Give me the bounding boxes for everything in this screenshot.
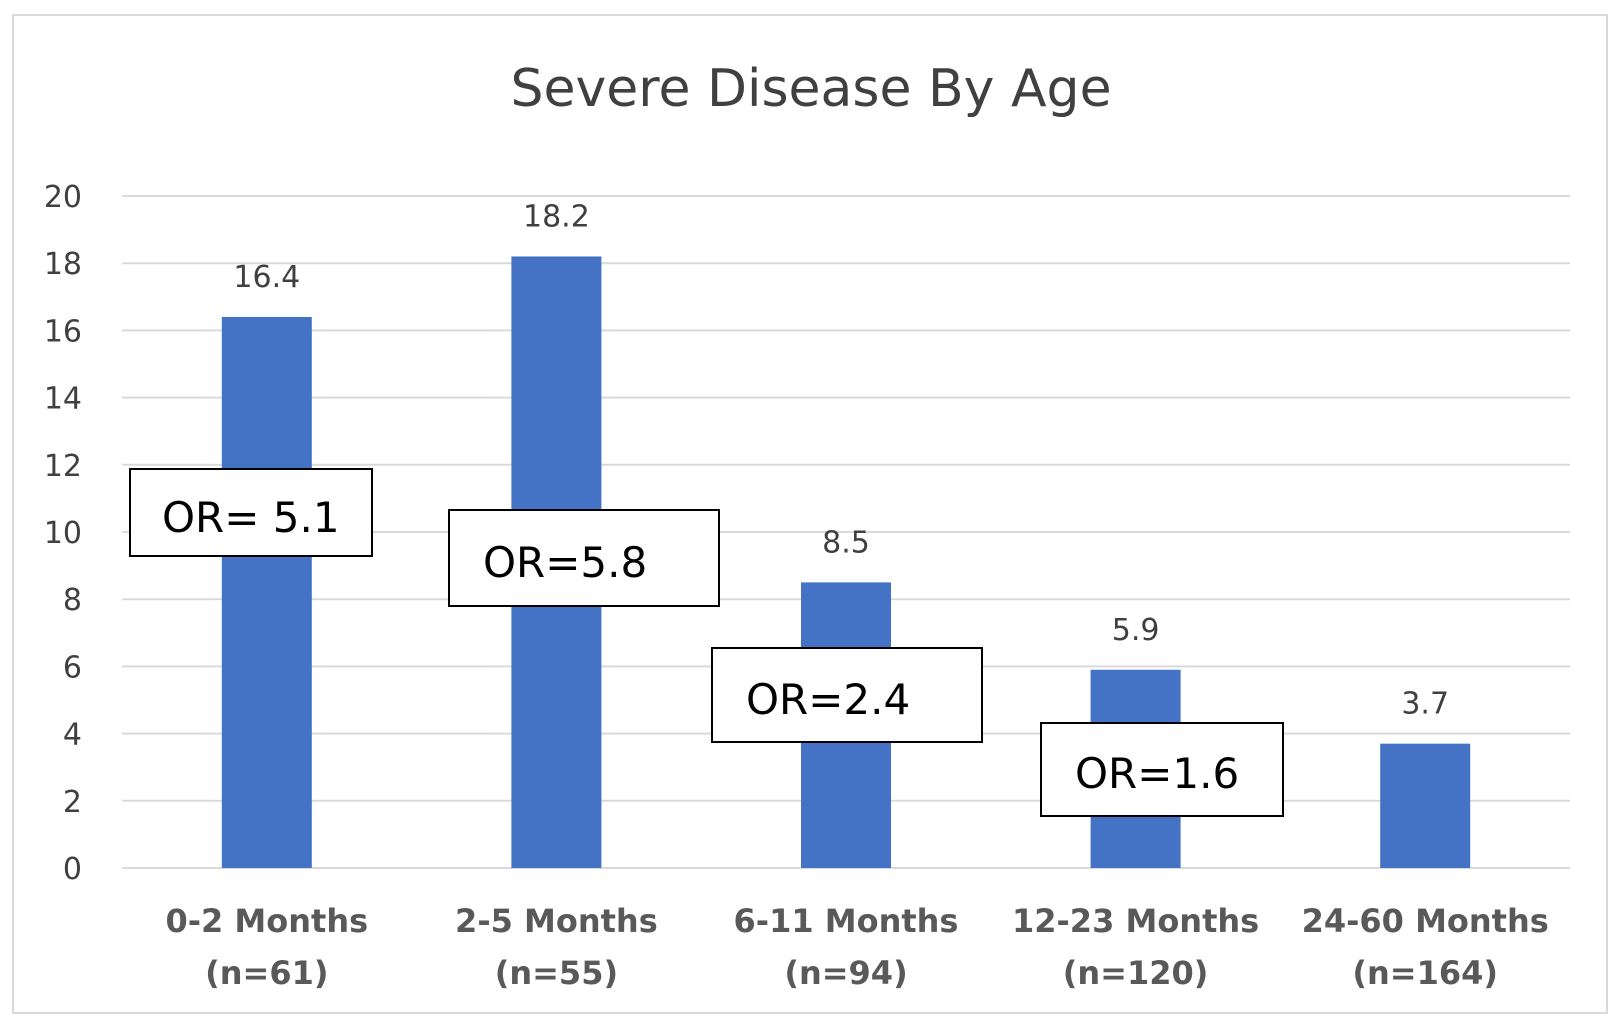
y-tick-label: 16 bbox=[44, 314, 82, 349]
y-axis-ticks: 0 2 4 6 8 10 12 14 16 18 20 bbox=[44, 180, 82, 887]
odds-ratio-label: OR= 5.1 bbox=[162, 493, 340, 542]
category-label: 6-11 Months bbox=[734, 902, 959, 940]
odds-ratio-label: OR=2.4 bbox=[746, 675, 910, 724]
data-label: 3.7 bbox=[1401, 687, 1449, 722]
data-label: 8.5 bbox=[822, 525, 870, 560]
odds-ratio-box: OR=2.4 bbox=[711, 647, 983, 743]
y-tick-label: 0 bbox=[63, 852, 82, 887]
y-tick-label: 8 bbox=[63, 583, 82, 618]
chart-title: Severe Disease By Age bbox=[510, 59, 1111, 119]
odds-ratio-label: OR=5.8 bbox=[483, 538, 647, 587]
bar bbox=[1380, 743, 1471, 868]
category-label: 2-5 Months bbox=[455, 902, 658, 940]
odds-ratio-box-border bbox=[129, 468, 373, 557]
category-count-label: (n=55) bbox=[495, 954, 618, 992]
data-labels: 16.4 18.2 8.5 5.9 3.7 bbox=[233, 199, 1449, 721]
gridlines bbox=[122, 195, 1570, 869]
data-label: 5.9 bbox=[1112, 613, 1160, 648]
category-label: 0-2 Months bbox=[165, 902, 368, 940]
category-label: 12-23 Months bbox=[1012, 902, 1259, 940]
category-count-label: (n=164) bbox=[1352, 954, 1498, 992]
odds-ratio-box-border bbox=[711, 647, 983, 743]
y-tick-label: 10 bbox=[44, 516, 82, 551]
category-count-label: (n=120) bbox=[1063, 954, 1209, 992]
y-tick-label: 20 bbox=[44, 180, 82, 215]
y-tick-label: 12 bbox=[44, 449, 82, 484]
category-count-label: (n=61) bbox=[205, 954, 328, 992]
bar bbox=[221, 316, 312, 869]
odds-ratio-annotations: OR= 5.1 OR=5.8 OR=2.4 OR=1.6 bbox=[129, 468, 1284, 817]
category-label: 24-60 Months bbox=[1302, 902, 1549, 940]
y-tick-label: 18 bbox=[44, 247, 82, 282]
odds-ratio-box-border bbox=[448, 509, 720, 607]
y-tick-label: 2 bbox=[63, 785, 82, 820]
odds-ratio-box: OR= 5.1 bbox=[129, 468, 373, 557]
y-tick-label: 4 bbox=[63, 718, 82, 753]
odds-ratio-box: OR=5.8 bbox=[448, 509, 720, 607]
odds-ratio-box: OR=1.6 bbox=[1040, 722, 1284, 817]
y-tick-label: 6 bbox=[63, 650, 82, 685]
data-label: 18.2 bbox=[523, 199, 590, 234]
y-tick-label: 14 bbox=[44, 382, 82, 417]
data-label: 16.4 bbox=[233, 260, 300, 295]
odds-ratio-box-border bbox=[1040, 722, 1284, 817]
category-count-label: (n=94) bbox=[784, 954, 907, 992]
odds-ratio-label: OR=1.6 bbox=[1075, 749, 1239, 798]
category-labels: 0-2 Months (n=61) 2-5 Months (n=55) 6-11 Mon… bbox=[165, 902, 1548, 992]
